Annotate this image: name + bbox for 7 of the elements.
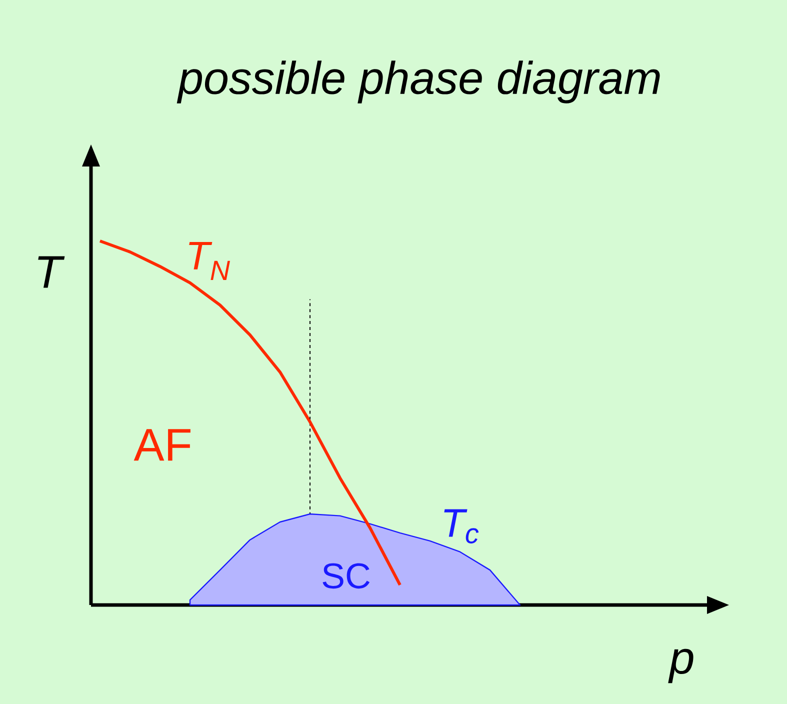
series-label: T$_{N}$ <box>189 242 230 280</box>
annotation: AF <box>134 429 190 461</box>
x-axis-title: p <box>668 648 694 684</box>
annotation: SC <box>322 563 370 589</box>
y-axis-title: T <box>38 256 65 288</box>
chart-title: possible phase diagram <box>176 60 660 104</box>
series-label: T$_{c}$ <box>444 509 479 544</box>
